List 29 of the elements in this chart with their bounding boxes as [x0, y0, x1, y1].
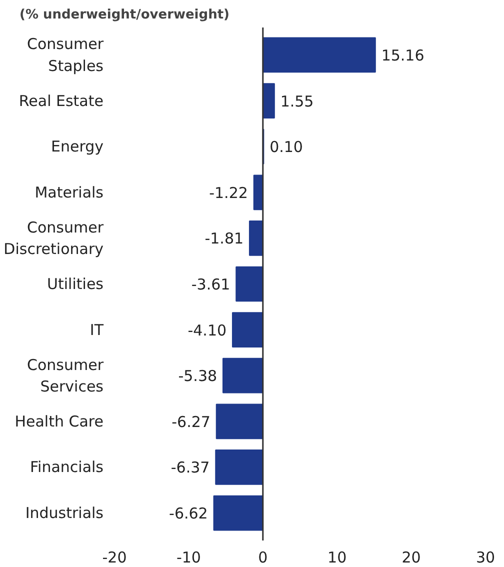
- data-label: -6.27: [172, 412, 210, 431]
- y-tick-label: Utilities: [47, 275, 104, 293]
- data-label: 15.16: [381, 46, 424, 64]
- y-tick-label: Real Estate: [18, 92, 104, 110]
- x-tick-label: -20: [102, 548, 127, 566]
- x-tick-label: 30: [476, 548, 496, 566]
- y-tick-label: Consumer Services: [27, 356, 104, 396]
- data-label: -1.81: [204, 230, 244, 248]
- chart-title: (% underweight/overweight): [20, 8, 230, 22]
- data-label: -5.38: [178, 367, 218, 386]
- y-tick-label: Consumer Staples: [27, 35, 104, 75]
- data-label: -1.22: [209, 184, 248, 202]
- data-label: -3.61: [191, 276, 230, 294]
- x-tick-label: 10: [328, 548, 347, 566]
- y-tick-label: Energy: [50, 138, 104, 156]
- y-tick-label: Health Care: [14, 412, 104, 430]
- data-label: -4.10: [188, 321, 227, 340]
- x-tick-label: 0: [258, 548, 268, 566]
- y-tick-label: Industrials: [25, 504, 104, 522]
- y-tick-label: Consumer Discretionary: [4, 218, 104, 258]
- data-label: -6.37: [170, 458, 210, 477]
- x-tick-label: 20: [402, 548, 421, 566]
- y-tick-label: Financials: [30, 458, 104, 476]
- data-label: 1.55: [280, 92, 314, 110]
- x-tick-label: -10: [176, 548, 201, 566]
- y-tick-label: Materials: [34, 183, 104, 202]
- data-label: -6.62: [169, 504, 208, 523]
- y-tick-label: IT: [90, 320, 104, 339]
- data-label: 0.10: [270, 138, 303, 156]
